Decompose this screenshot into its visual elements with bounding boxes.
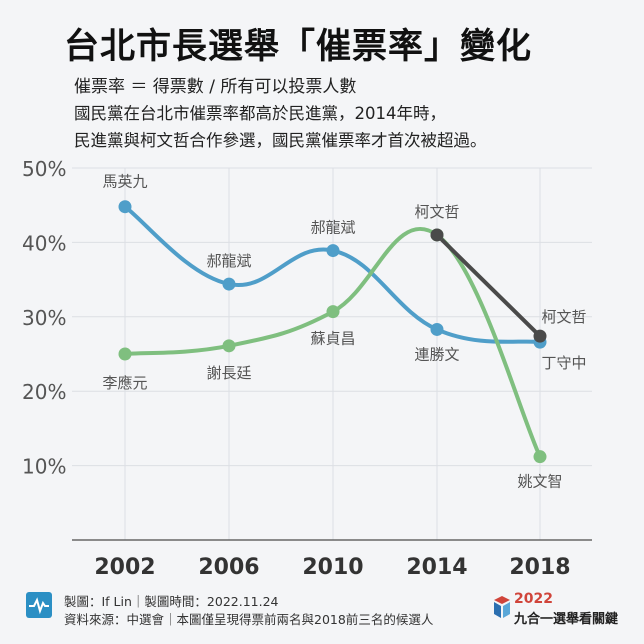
y-tick-label: 10% <box>22 455 66 479</box>
x-tick-label: 2018 <box>509 555 570 580</box>
data-point <box>326 244 340 258</box>
data-label: 丁守中 <box>541 354 586 372</box>
data-label: 李應元 <box>102 374 147 392</box>
data-label: 郝龍斌 <box>206 252 251 270</box>
data-label: 柯文哲 <box>541 308 586 326</box>
data-point <box>222 277 236 291</box>
series-line-1 <box>123 226 542 459</box>
brand-name: 九合一選舉看關鍵 <box>514 612 619 627</box>
brand-logo: 2022 九合一選舉看關鍵 <box>492 590 632 630</box>
cube-logo-icon <box>494 596 510 618</box>
data-point <box>533 450 547 464</box>
page-title: 台北市長選舉「催票率」變化 <box>64 27 533 67</box>
data-point <box>430 228 444 242</box>
x-tick-label: 2010 <box>302 555 363 580</box>
pulse-icon <box>26 592 52 618</box>
x-tick-label: 2006 <box>198 555 259 580</box>
data-label: 柯文哲 <box>414 203 459 221</box>
y-tick-label: 40% <box>22 231 66 255</box>
footer-source: 資料來源：中選會｜本圖僅呈現得票前兩名與2018前三名的候選人 <box>64 612 434 627</box>
description-line-1: 國民黨在台北市催票率都高於民進黨，2014年時， <box>74 104 446 123</box>
data-label: 郝龍斌 <box>310 219 355 237</box>
y-tick-label: 50% <box>22 157 66 181</box>
y-tick-label: 30% <box>22 306 66 330</box>
data-point <box>533 329 547 343</box>
data-label: 姚文智 <box>517 473 562 491</box>
formula-text: 催票率 ＝ 得票數 / 所有可以投票人數 <box>74 77 357 97</box>
data-label: 謝長廷 <box>206 364 251 382</box>
data-point <box>222 339 236 353</box>
series-line-2 <box>435 232 542 339</box>
footer-credit: 製圖：If Lin｜製圖時間：2022.11.24 <box>64 594 279 609</box>
x-tick-label: 2014 <box>406 555 467 580</box>
brand-year: 2022 <box>514 591 553 607</box>
description: 國民黨在台北市催票率都高於民進黨，2014年時， 民進黨與柯文哲合作參選，國民黨… <box>74 100 594 154</box>
data-label: 連勝文 <box>414 345 459 363</box>
data-label: 蘇貞昌 <box>310 330 355 348</box>
data-label: 馬英九 <box>102 173 147 191</box>
data-point <box>118 200 132 214</box>
data-point <box>326 305 340 319</box>
description-line-2: 民進黨與柯文哲合作參選，國民黨催票率才首次被超過。 <box>74 131 487 150</box>
data-point <box>118 347 132 361</box>
y-tick-label: 20% <box>22 380 66 404</box>
x-tick-label: 2002 <box>94 555 155 580</box>
data-point <box>430 322 444 336</box>
